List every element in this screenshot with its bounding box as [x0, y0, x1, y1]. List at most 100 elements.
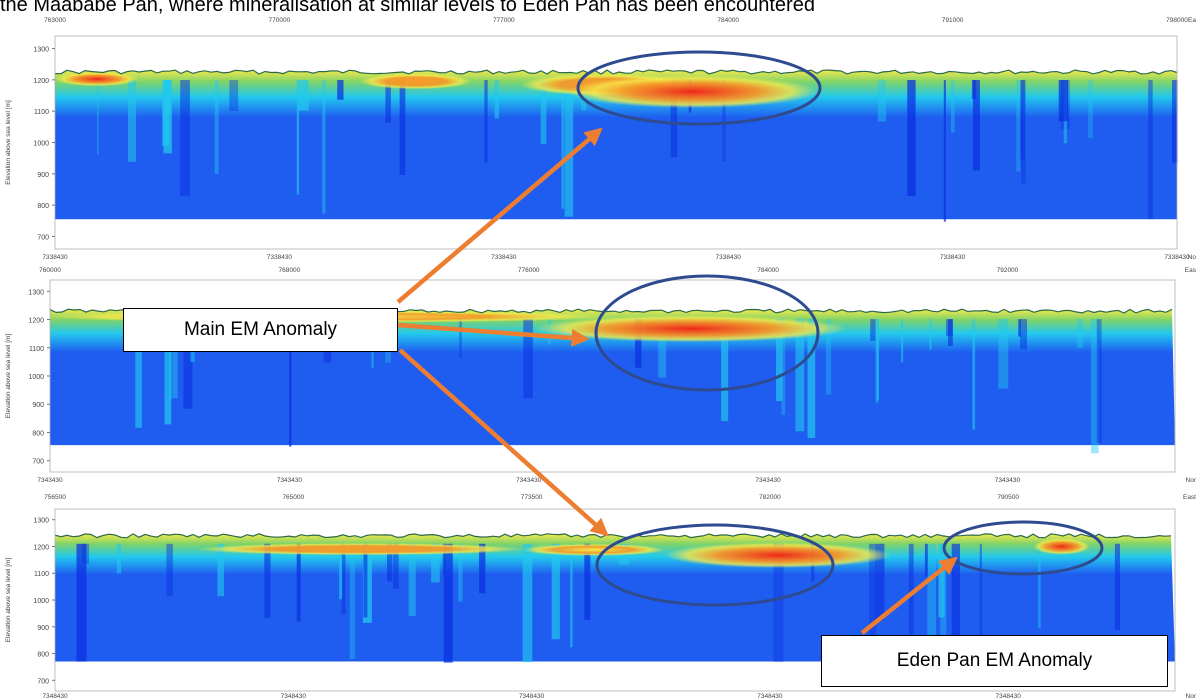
- resistivity-streak: [523, 319, 533, 399]
- y-tick-label: 700: [32, 459, 44, 466]
- top-tick-label: 777000: [493, 17, 515, 24]
- y-axis-label: Elevation above sea level [m]: [5, 334, 12, 419]
- top-tick-label: 765000: [282, 494, 304, 501]
- resistivity-streak: [385, 80, 391, 123]
- conductor-anomaly: [567, 75, 818, 108]
- bottom-tick-label: 7343430: [37, 477, 63, 484]
- resistivity-streak: [1021, 80, 1026, 184]
- resistivity-streak: [908, 543, 914, 635]
- bottom-axis-label: Nor: [1186, 693, 1197, 700]
- resistivity-streak: [135, 319, 142, 428]
- resistivity-streak: [164, 319, 172, 425]
- resistivity-streak: [296, 80, 299, 195]
- resistivity-streak: [564, 80, 574, 217]
- bottom-tick-label: 7348430: [281, 693, 307, 700]
- resistivity-streak: [180, 80, 190, 197]
- top-tick-label: 798000: [1166, 17, 1188, 24]
- resistivity-streak: [540, 80, 547, 145]
- top-axis-label: East: [1183, 494, 1196, 501]
- resistivity-streak: [924, 543, 928, 577]
- top-tick-label: 792000: [997, 267, 1019, 274]
- top-tick-label: 760000: [39, 267, 61, 274]
- y-tick-label: 700: [37, 234, 49, 241]
- em-section-chart-2: 700 800 900 1000 1100 1200 1300 Elevation above…: [5, 267, 1197, 484]
- resistivity-streak: [484, 80, 488, 163]
- resistivity-streak: [950, 80, 955, 133]
- y-axis-label: Elevation above sea level [m]: [5, 100, 12, 185]
- top-tick-label: 782000: [759, 494, 781, 501]
- resistivity-streak: [998, 319, 1009, 389]
- conductor-anomaly: [664, 542, 892, 568]
- y-axis-label: Elevation above sea level [m]: [5, 558, 12, 643]
- y-tick-label: 700: [37, 678, 49, 685]
- y-tick-label: 1100: [34, 109, 49, 116]
- resistivity-streak: [948, 319, 953, 346]
- resistivity-streak: [163, 80, 172, 154]
- resistivity-streak: [458, 543, 463, 602]
- resistivity-streak: [214, 80, 219, 174]
- conductor-anomaly: [359, 73, 472, 90]
- resistivity-streak: [339, 543, 343, 600]
- resistivity-streak: [877, 80, 886, 122]
- y-tick-label: 800: [32, 430, 44, 437]
- caption-text: the Maababe Pan, where mineralisation at…: [0, 0, 815, 16]
- y-tick-label: 1300: [28, 289, 44, 296]
- resistivity-streak: [296, 543, 301, 622]
- bottom-tick-label: 7338430: [1164, 254, 1190, 261]
- y-tick-label: 1200: [28, 318, 44, 325]
- top-tick-label: 763000: [44, 17, 66, 24]
- resistivity-streak: [901, 319, 904, 363]
- resistivity-streak: [522, 543, 533, 663]
- bottom-tick-label: 7338430: [716, 254, 742, 261]
- y-tick-label: 1100: [34, 571, 49, 578]
- top-tick-label: 756500: [44, 494, 66, 501]
- top-tick-label: 768000: [279, 267, 301, 274]
- resistivity-streak: [337, 80, 344, 100]
- bottom-tick-label: 7343430: [277, 477, 303, 484]
- y-tick-label: 1000: [33, 141, 49, 148]
- y-tick-label: 1000: [28, 374, 44, 381]
- y-tick-label: 1200: [33, 544, 49, 551]
- resistivity-streak: [979, 543, 982, 658]
- resistivity-streak: [1058, 80, 1068, 122]
- em-section-panel-2: 700 800 900 1000 1100 1200 1300 Elevation above…: [0, 264, 1200, 491]
- resistivity-streak: [96, 80, 99, 155]
- resistivity-streak: [264, 543, 271, 618]
- resistivity-streak: [907, 80, 916, 196]
- resistivity-streak: [940, 543, 947, 647]
- resistivity-streak: [943, 80, 946, 222]
- resistivity-streak: [289, 319, 292, 447]
- resistivity-streak: [229, 80, 239, 111]
- resistivity-streak: [217, 543, 225, 597]
- resistivity-streak: [363, 543, 368, 618]
- resistivity-streak: [1018, 319, 1021, 337]
- resistivity-streak: [1020, 80, 1025, 160]
- bottom-tick-label: 7338430: [267, 254, 293, 261]
- y-tick-label: 800: [37, 203, 49, 210]
- resistivity-streak: [870, 319, 876, 341]
- resistivity-streak: [166, 543, 173, 596]
- resistivity-streak: [1038, 543, 1041, 629]
- resistivity-streak: [1077, 319, 1083, 349]
- resistivity-streak: [76, 543, 87, 662]
- top-tick-label: 776000: [518, 267, 540, 274]
- bottom-axis-label: No: [1188, 254, 1197, 261]
- resistivity-streak: [443, 543, 453, 663]
- resistivity-streak: [1088, 80, 1093, 138]
- resistivity-streak: [972, 80, 980, 171]
- resistivity-streak: [459, 319, 462, 358]
- resistivity-streak: [1114, 543, 1120, 631]
- resistivity-streak: [1091, 319, 1099, 454]
- bottom-axis-label: Nor: [1186, 477, 1197, 484]
- bottom-tick-label: 7338430: [42, 254, 68, 261]
- resistivity-streak: [1020, 319, 1027, 350]
- resistivity-streak: [561, 80, 565, 209]
- resistivity-streak: [168, 319, 178, 399]
- resistivity-streak: [431, 543, 440, 583]
- y-tick-label: 900: [37, 625, 49, 632]
- resistivity-streak: [298, 80, 309, 111]
- resistivity-streak: [551, 543, 560, 640]
- bottom-tick-label: 7343430: [755, 477, 781, 484]
- resistivity-streak: [393, 543, 399, 589]
- bottom-tick-label: 7338430: [940, 254, 966, 261]
